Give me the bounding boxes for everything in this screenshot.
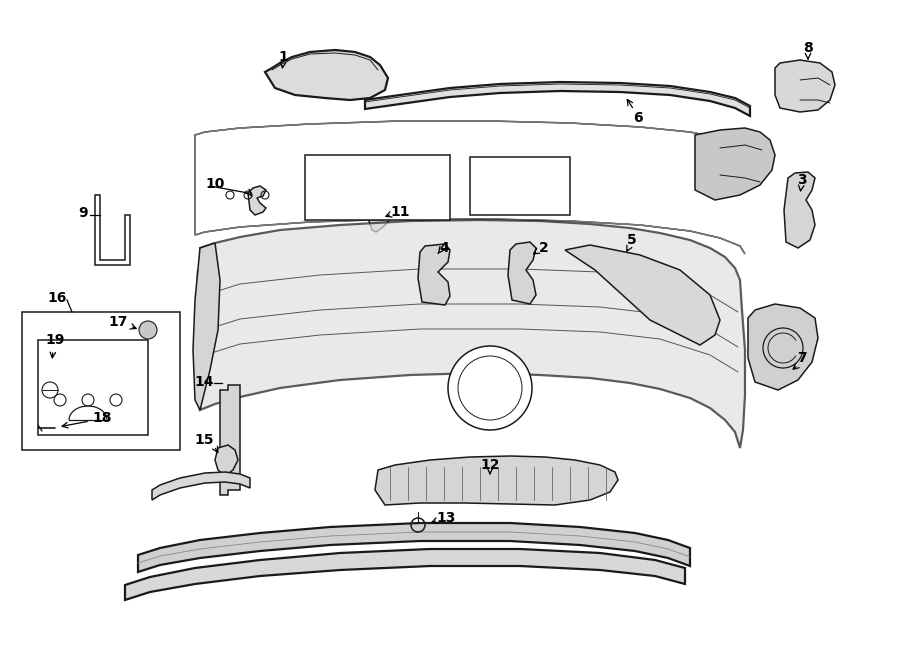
Text: 4: 4: [439, 241, 449, 255]
Polygon shape: [695, 128, 775, 200]
Text: 5: 5: [627, 233, 637, 247]
Text: 11: 11: [391, 205, 410, 219]
Polygon shape: [508, 242, 536, 304]
Polygon shape: [375, 456, 618, 505]
Polygon shape: [365, 204, 392, 232]
Polygon shape: [195, 121, 745, 254]
Polygon shape: [748, 304, 818, 390]
Text: 1: 1: [278, 50, 288, 64]
Polygon shape: [265, 50, 388, 100]
Bar: [38, 340, 148, 435]
Polygon shape: [784, 172, 815, 248]
Polygon shape: [152, 472, 250, 500]
Text: 13: 13: [436, 511, 455, 525]
Polygon shape: [418, 244, 450, 305]
Text: 14: 14: [194, 375, 214, 389]
Polygon shape: [193, 243, 220, 410]
Text: 9: 9: [78, 206, 88, 220]
Circle shape: [448, 346, 532, 430]
Bar: [470, 157, 570, 215]
Text: 2: 2: [539, 241, 549, 255]
Text: 8: 8: [803, 41, 813, 55]
Bar: [22, 312, 180, 450]
Text: 15: 15: [194, 433, 214, 447]
Polygon shape: [775, 60, 835, 112]
Text: 10: 10: [205, 177, 225, 191]
Text: 17: 17: [108, 315, 128, 329]
Circle shape: [139, 321, 157, 339]
Polygon shape: [197, 220, 745, 448]
Polygon shape: [248, 186, 266, 215]
Text: 6: 6: [634, 111, 643, 125]
Polygon shape: [215, 445, 238, 476]
Polygon shape: [125, 549, 685, 600]
Text: 12: 12: [481, 458, 500, 472]
Polygon shape: [565, 245, 720, 345]
Text: 18: 18: [92, 411, 112, 425]
Text: 19: 19: [45, 333, 65, 347]
Text: 3: 3: [797, 173, 806, 187]
Text: 16: 16: [48, 291, 67, 305]
Text: 7: 7: [797, 351, 806, 365]
Bar: [305, 155, 450, 220]
Polygon shape: [220, 385, 240, 495]
Polygon shape: [365, 82, 750, 116]
Polygon shape: [138, 523, 690, 572]
